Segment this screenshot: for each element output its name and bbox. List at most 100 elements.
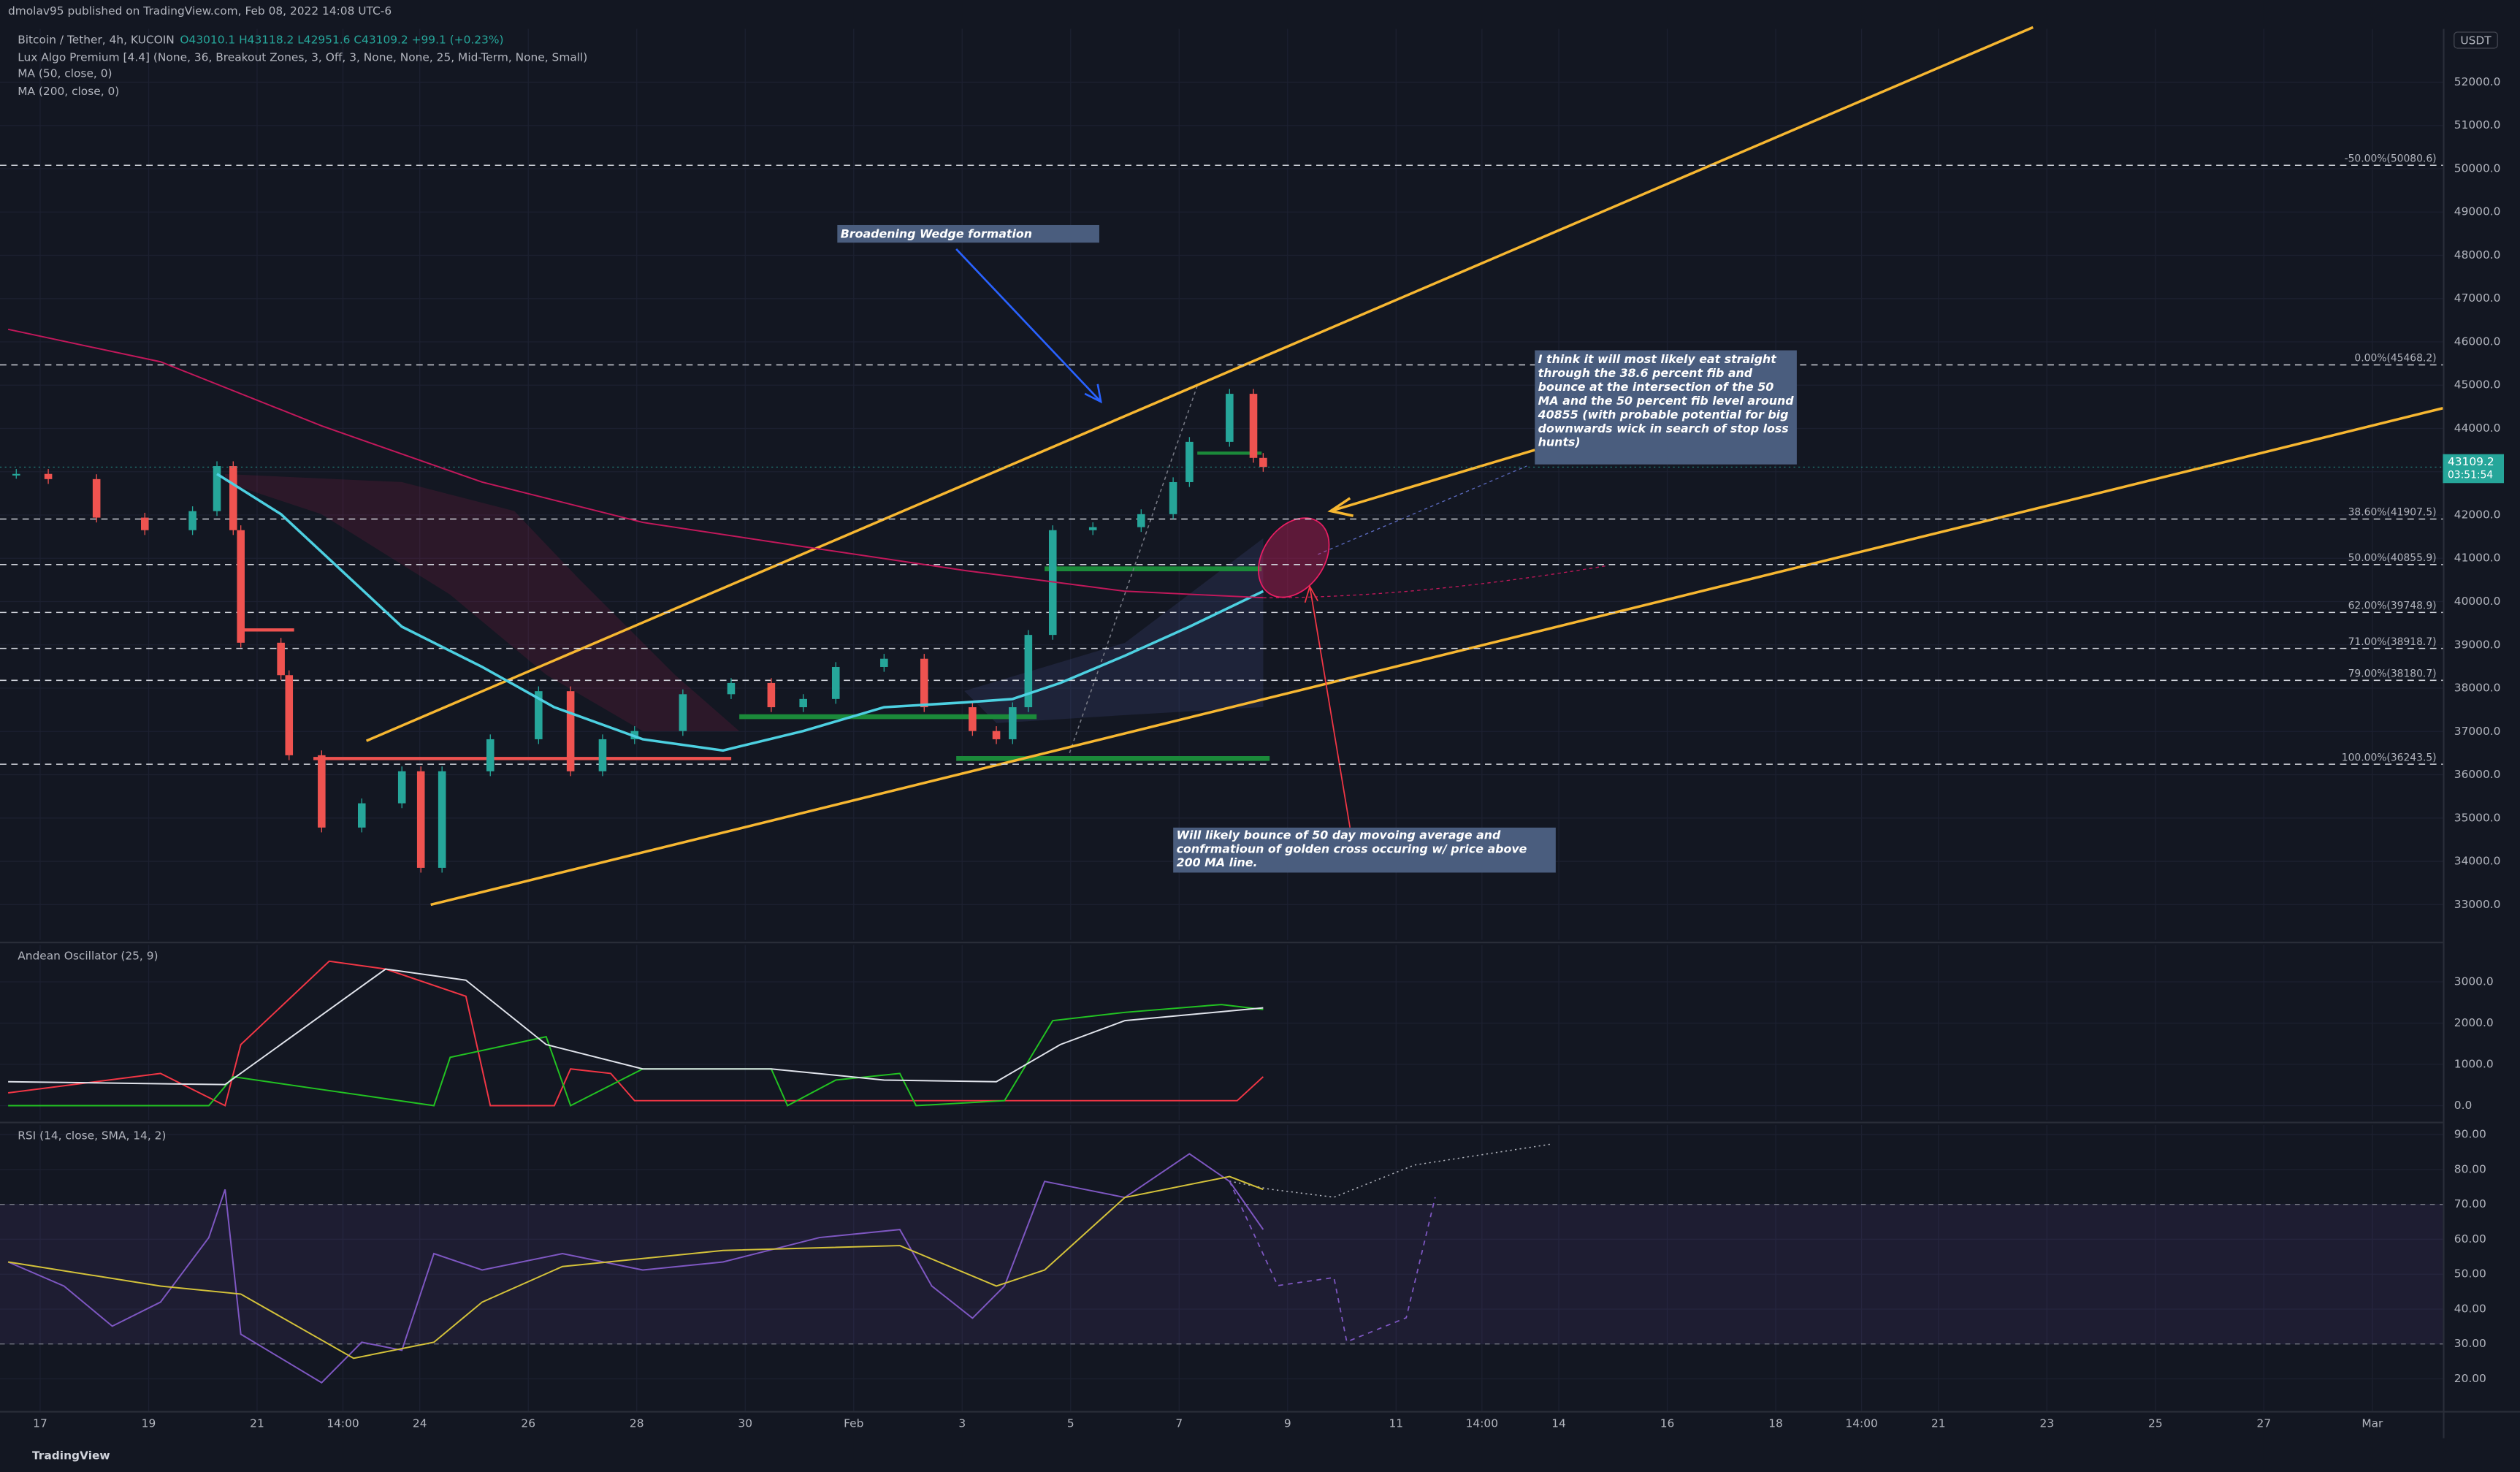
annotation-box (1535, 350, 1797, 465)
x-tick-label: 28 (630, 1417, 644, 1430)
x-tick-label: 21 (1931, 1417, 1946, 1430)
arrow (1330, 449, 1535, 513)
y-tick-label: 42000.0 (2454, 508, 2501, 522)
marks (0, 164, 2443, 1384)
candle (277, 642, 285, 676)
candle (1169, 481, 1177, 514)
y-tick-label: 33000.0 (2454, 898, 2501, 911)
moving-average (7, 328, 1264, 599)
candle (566, 691, 575, 771)
candle (969, 707, 977, 731)
fib-label: 50.00%(40855.9) (2348, 552, 2437, 564)
annotation-line: MA and the 50 percent fib level around (1538, 394, 1795, 408)
candle (727, 682, 736, 695)
y-tick-label: 30.00 (2454, 1337, 2486, 1350)
candle (831, 666, 840, 699)
y-tick-label: 50000.0 (2454, 161, 2501, 175)
x-tick-label: 14:00 (1466, 1417, 1498, 1430)
y-tick-label: 80.00 (2454, 1162, 2486, 1175)
fib-label: -50.00%(50080.6) (2345, 153, 2437, 164)
indicator-line (8, 960, 1264, 1107)
y-tick-label: 47000.0 (2454, 291, 2501, 305)
cloud (964, 538, 1264, 723)
annotation: I think it will most likely eat straight… (1538, 352, 1795, 449)
annotation-line: downwards wick in search of stop loss (1538, 422, 1789, 435)
y-tick-label: 1000.0 (2454, 1057, 2494, 1070)
candle (799, 698, 807, 708)
fib-label: 79.00%(38180.7) (2348, 668, 2437, 680)
y-tick-label: 49000.0 (2454, 205, 2501, 218)
annotation-line: through the 38.6 percent fib and (1538, 366, 1753, 380)
y-tick-label: 90.00 (2454, 1128, 2486, 1141)
y-tick-label: 36000.0 (2454, 768, 2501, 781)
footer-logo: TradingView (32, 1449, 110, 1463)
publisher: dmolav95 published on TradingView.com, F… (8, 4, 392, 18)
candle (140, 517, 149, 530)
fib-label: 100.00%(36243.5) (2342, 752, 2437, 763)
candle (397, 771, 406, 804)
fib-label: 0.00%(45468.2) (2354, 353, 2436, 365)
indicator: Lux Algo Premium [4.4] (None, 36, Breako… (18, 51, 587, 64)
pane-title: Andean Oscillator (25, 9) (18, 949, 158, 962)
legend-entry: MA (50, close, 0) (18, 67, 112, 80)
candle (1137, 514, 1145, 527)
annotation-line: Will likely bounce of 50 day movoing ave… (1177, 828, 1501, 842)
annotation-line: 40855 (with probable potential for big (1538, 408, 1789, 422)
rsi-band (0, 1204, 2443, 1344)
x-tick-label: 7 (1175, 1417, 1183, 1430)
y-tick-label: 40.00 (2454, 1302, 2486, 1315)
x-tick-label: 25 (2148, 1417, 2163, 1430)
fib-label: 62.00%(39748.9) (2348, 600, 2437, 612)
projection (1263, 565, 1608, 598)
candle (229, 466, 237, 530)
projection (1317, 465, 1527, 555)
candle (92, 478, 101, 518)
y-tick-label: 37000.0 (2454, 725, 2501, 738)
candle (880, 658, 888, 667)
trend-line (365, 26, 2034, 742)
x-tick-label: 9 (1284, 1417, 1291, 1430)
arrow-head (1327, 497, 1353, 517)
y-tick-label: 20.00 (2454, 1372, 2486, 1385)
y-tick-label: 48000.0 (2454, 248, 2501, 262)
arrow (955, 248, 1102, 403)
grid (0, 28, 2443, 1411)
price-tag (2443, 454, 2504, 484)
y-tick-label: 2000.0 (2454, 1016, 2494, 1029)
x-tick-label: 14:00 (327, 1417, 359, 1430)
candle (1249, 394, 1258, 458)
annotation-box (837, 224, 1099, 243)
indicator-line (7, 1153, 1264, 1384)
indicator-line (7, 1175, 1264, 1359)
x-tick-label: 19 (142, 1417, 156, 1430)
candle (188, 511, 196, 530)
currency: USDT (2460, 34, 2492, 47)
candle (237, 530, 245, 643)
target-ellipse (1258, 517, 1330, 598)
candle (486, 739, 495, 771)
annotation-line: confrmatioun of golden cross occuring w/… (1177, 842, 1527, 855)
fib-label: 71.00%(38918.7) (2348, 636, 2437, 648)
annotation-box (1173, 827, 1556, 873)
legend-entry: MA (200, close, 0) (18, 85, 119, 98)
annotation-line: I think it will most likely eat straight (1538, 352, 1778, 366)
arrow-head (1304, 584, 1318, 603)
y-tick-label: 60.00 (2454, 1232, 2486, 1246)
x-tick-label: 11 (1389, 1417, 1403, 1430)
pane-title: RSI (14, close, SMA, 14, 2) (18, 1129, 166, 1143)
y-tick-label: 40000.0 (2454, 595, 2501, 608)
projection (1229, 1181, 1436, 1343)
candle (535, 691, 543, 739)
y-tick-label: 38000.0 (2454, 682, 2501, 695)
labels: 17 19 21 14:00 24 26 28 30 Feb 3 5 7 9 11 14:00 14 16 18 1… (33, 75, 2504, 1430)
x-tick-label: 14:00 (1845, 1417, 1877, 1430)
decorations (0, 26, 2520, 1438)
symbol-title: Bitcoin / Tether, 4h, KUCOIN (18, 33, 175, 46)
y-tick-label: 34000.0 (2454, 855, 2501, 868)
y-tick-label: 39000.0 (2454, 638, 2501, 651)
candle (357, 803, 366, 828)
arrow-head (1084, 384, 1102, 404)
candle (416, 771, 425, 868)
